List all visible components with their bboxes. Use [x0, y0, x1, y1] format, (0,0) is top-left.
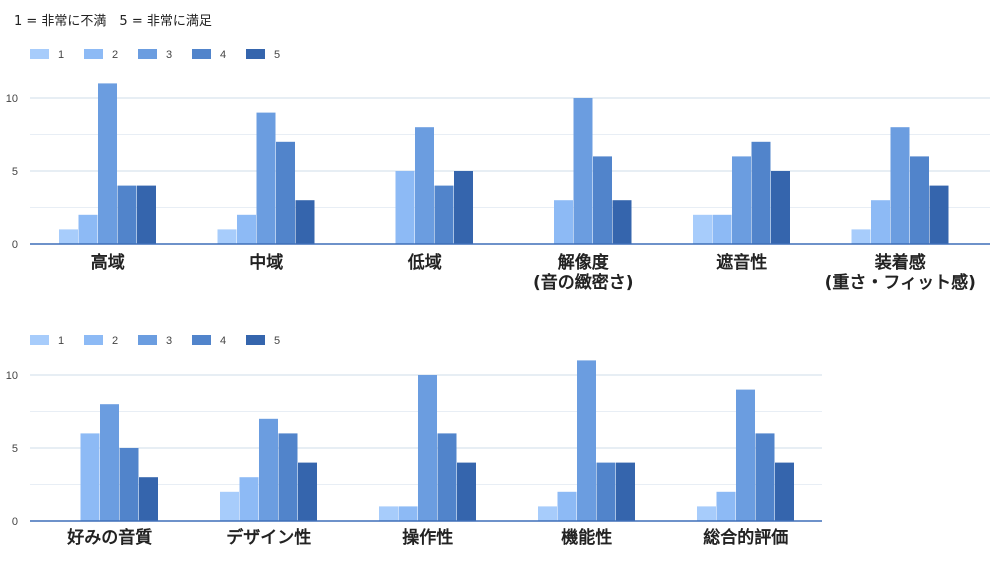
bar: [239, 477, 259, 521]
bar: [693, 214, 712, 244]
bar: [217, 229, 237, 244]
category-label: デザイン性: [226, 527, 311, 548]
bar: [395, 171, 415, 244]
bar: [593, 156, 612, 244]
bar: [276, 141, 295, 244]
bar: [457, 462, 476, 521]
bar: [80, 433, 100, 521]
legend-swatch: [30, 49, 49, 59]
bar: [929, 185, 949, 244]
chart-1: 0 5 10 1 2 3 4 5 高域 中域 低域 解像度(音の緻密さ) 遮音性 装着感(重さ・フィット感…: [6, 49, 990, 293]
bar: [256, 112, 276, 244]
legend-swatch: [138, 335, 157, 345]
y-tick-label: 5: [12, 443, 18, 455]
bar: [596, 462, 616, 521]
chart-2: 0 5 10 1 2 3 4 5 好みの音質 デザイン性 操作性 機能性 総合的評価: [6, 335, 822, 548]
bar: [577, 360, 596, 521]
category-label: 好みの音質: [66, 527, 152, 548]
category-label: 高域: [91, 252, 125, 273]
bar: [554, 200, 573, 244]
legend-label: 4: [220, 49, 226, 61]
category-label: (音の緻密さ): [533, 272, 634, 293]
bar: [573, 98, 593, 244]
bar: [712, 214, 732, 244]
y-tick-label: 10: [6, 370, 18, 382]
y-tick-label: 0: [12, 239, 18, 251]
bar: [871, 200, 890, 244]
bar: [890, 127, 910, 244]
bar: [434, 185, 454, 244]
legend-label: 1: [58, 49, 64, 61]
legend-swatch: [192, 335, 211, 345]
y-tick-label: 10: [6, 93, 18, 105]
bar: [755, 433, 775, 521]
legend-label: 5: [274, 49, 280, 61]
y-tick-label: 5: [12, 166, 18, 178]
category-label: (重さ・フィット感): [825, 272, 976, 293]
bar: [119, 448, 139, 521]
bar: [732, 156, 751, 244]
bar: [736, 389, 755, 521]
legend-swatch: [84, 335, 103, 345]
y-tick-label: 0: [12, 516, 18, 528]
legend-label: 2: [112, 49, 118, 61]
bar: [910, 156, 929, 244]
bar: [78, 214, 98, 244]
bar: [259, 418, 278, 521]
bar: [379, 506, 398, 521]
bar: [295, 200, 315, 244]
bar: [557, 491, 577, 521]
category-label: 低域: [407, 252, 442, 273]
legend-label: 2: [112, 335, 118, 347]
legend-label: 4: [220, 335, 226, 347]
legend-swatch: [30, 335, 49, 345]
legend-swatch: [246, 335, 265, 345]
bar: [612, 200, 632, 244]
bar: [437, 433, 457, 521]
bar: [100, 404, 119, 521]
bar: [298, 462, 317, 521]
bar: [59, 229, 78, 244]
bar: [716, 491, 736, 521]
bar: [137, 185, 156, 244]
category-label: 装着感: [874, 252, 926, 273]
legend-swatch: [84, 49, 103, 59]
legend-label: 1: [58, 335, 64, 347]
bar: [220, 491, 239, 521]
category-label: 総合的評価: [703, 527, 788, 548]
bar: [697, 506, 716, 521]
bar: [418, 375, 437, 521]
category-label: 遮音性: [716, 252, 767, 273]
bar: [98, 83, 117, 245]
bar: [616, 462, 635, 521]
bar: [278, 433, 298, 521]
bar: [851, 229, 871, 244]
legend-label: 3: [166, 49, 172, 61]
bar: [775, 462, 794, 521]
category-label: 操作性: [402, 527, 453, 548]
category-label: 解像度: [558, 252, 610, 273]
legend-label: 3: [166, 335, 172, 347]
legend-label: 5: [274, 335, 280, 347]
bar: [139, 477, 158, 521]
category-label: 機能性: [561, 527, 612, 548]
bar: [398, 506, 418, 521]
legend-swatch: [192, 49, 211, 59]
bar: [237, 214, 256, 244]
bar: [454, 171, 473, 244]
legend-swatch: [138, 49, 157, 59]
category-label: 中域: [249, 252, 283, 273]
bar: [415, 127, 434, 244]
bar: [117, 185, 137, 244]
legend-swatch: [246, 49, 265, 59]
bar: [771, 171, 790, 244]
bar: [751, 141, 771, 244]
scale-note: 1 = 非常に不満 5 = 非常に満足: [14, 14, 212, 29]
bar: [538, 506, 557, 521]
